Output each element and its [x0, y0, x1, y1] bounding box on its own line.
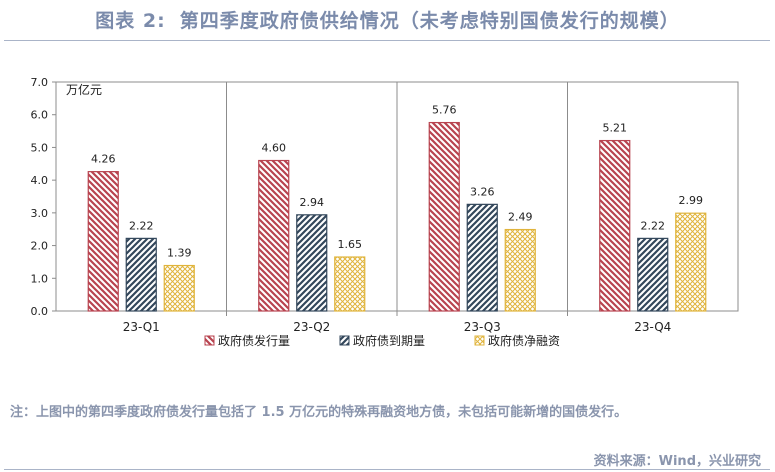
y-tick-label: 1.0: [31, 272, 49, 285]
data-label: 1.39: [167, 247, 192, 260]
legend-label: 政府债净融资: [488, 333, 560, 348]
source-note: 资料来源：Wind，兴业研究: [593, 454, 761, 469]
legend-swatch: [339, 335, 350, 346]
legend-label: 政府债发行量: [218, 333, 290, 348]
bar: [163, 264, 195, 312]
bar: [258, 159, 290, 312]
bar: [466, 203, 498, 312]
y-tick-label: 0.0: [31, 305, 49, 318]
data-label: 2.94: [300, 196, 325, 209]
title-divider: [4, 40, 770, 41]
bar: [87, 171, 119, 312]
y-tick-label: 3.0: [31, 207, 49, 220]
data-label: 2.22: [641, 219, 666, 232]
bar: [599, 139, 631, 312]
y-tick-label: 5.0: [31, 141, 49, 154]
data-label: 2.99: [679, 194, 704, 207]
bar: [637, 237, 669, 312]
legend-swatch: [204, 335, 215, 346]
bar: [428, 121, 460, 312]
data-label: 2.22: [129, 219, 154, 232]
x-tick-label: 23-Q1: [123, 320, 160, 334]
chart-title: 图表 2: 第四季度政府债供给情况（未考虑特别国债发行的规模）: [0, 6, 775, 33]
y-unit-label: 万亿元: [66, 82, 102, 97]
data-label: 4.26: [91, 153, 116, 166]
figure-label: 图表 2:: [95, 10, 166, 32]
footnote: 注：上图中的第四季度政府债发行量包括了 1.5 万亿元的特殊再融资地方债，未包括…: [10, 405, 628, 420]
bar-chart: 0.0 1.0 2.0 3.0 4.0 5.0 6.0 7.0 万亿元 23-Q1 4.26 2.22…: [31, 76, 739, 348]
y-tick-label: 4.0: [31, 174, 49, 187]
data-label: 4.60: [262, 142, 287, 155]
x-tick-label: 23-Q3: [464, 320, 501, 334]
figure-title: 第四季度政府债供给情况（未考虑特别国债发行的规模）: [179, 10, 680, 32]
data-label: 2.49: [508, 211, 533, 224]
bar: [504, 228, 536, 312]
bar: [675, 212, 707, 312]
bar: [125, 237, 157, 312]
legend-swatch: [474, 335, 485, 346]
y-tick-label: 7.0: [31, 76, 49, 89]
data-label: 3.26: [470, 185, 495, 198]
data-label: 5.76: [432, 104, 457, 117]
legend-label: 政府债到期量: [353, 333, 425, 348]
x-tick-label: 23-Q4: [634, 320, 671, 334]
data-label: 5.21: [603, 122, 628, 135]
y-tick-label: 6.0: [31, 109, 49, 122]
y-tick-label: 2.0: [31, 240, 49, 253]
data-label: 1.65: [338, 238, 363, 251]
bar: [296, 214, 328, 312]
x-tick-label: 23-Q2: [293, 320, 330, 334]
bottom-divider: [4, 469, 770, 470]
bar: [334, 256, 366, 312]
